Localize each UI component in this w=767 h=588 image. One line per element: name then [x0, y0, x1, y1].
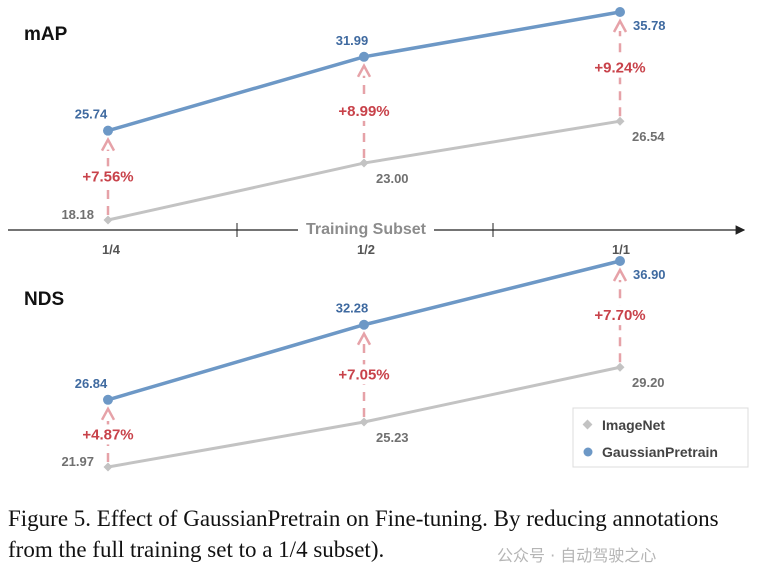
improvement-label-background [73, 424, 143, 445]
gaussianpretrain-value-label: 35.78 [633, 18, 666, 33]
gaussianpretrain-value-label: 31.99 [336, 33, 369, 48]
gaussianpretrain-point [615, 7, 625, 17]
improvement-label: +7.56% [82, 168, 133, 185]
imagenet-value-label: 18.18 [61, 207, 94, 222]
x-axis-label: Training Subset [306, 221, 427, 238]
imagenet-point [359, 158, 369, 168]
improvement-label: +9.24% [594, 60, 645, 77]
improvement-label: +8.99% [338, 103, 389, 120]
imagenet-point [615, 116, 625, 126]
panel-title-map: mAP [24, 24, 68, 45]
improvement-label: +4.87% [82, 426, 133, 443]
improvement-label-background [73, 166, 143, 187]
gaussianpretrain-point [359, 51, 369, 62]
gaussianpretrain-point [103, 394, 113, 405]
imagenet-value-label: 23.00 [376, 171, 409, 186]
improvement-label-background [329, 100, 399, 121]
imagenet-point [615, 362, 625, 372]
panel-title-nds: NDS [24, 289, 64, 310]
improvement-arrow-head [356, 331, 372, 346]
gaussianpretrain-value-label: 36.90 [633, 267, 666, 282]
legend-imagenet-label: ImageNet [602, 417, 665, 433]
x-tick-label: 1/1 [612, 242, 630, 257]
legend-gaussianpretrain-label: GaussianPretrain [602, 444, 718, 460]
legend-imagenet-marker [582, 419, 593, 430]
x-tick-label: 1/2 [357, 242, 375, 257]
improvement-label-background [585, 305, 655, 326]
gaussianpretrain-value-label: 26.84 [75, 376, 108, 391]
imagenet-point [103, 462, 113, 472]
comparison-chart: Training Subset 1/4 1/2 1/1 mAP NDS Imag… [8, 7, 749, 472]
gaussianpretrain-point [359, 319, 369, 330]
imagenet-point [359, 417, 369, 427]
imagenet-value-label: 21.97 [61, 454, 94, 469]
watermark: 公众号 · 自动驾驶之心 [493, 542, 661, 566]
gaussianpretrain-point [615, 256, 625, 266]
legend-box [572, 407, 749, 468]
imagenet-value-label: 25.23 [376, 430, 409, 445]
legend-gaussianpretrain-marker [583, 447, 593, 457]
gaussianpretrain-value-label: 32.28 [336, 301, 369, 316]
improvement-label: +7.70% [594, 307, 645, 324]
improvement-arrow-head [100, 406, 116, 421]
improvement-label-background [329, 364, 399, 385]
axis-label-background [298, 218, 434, 242]
improvement-arrow-head [100, 137, 116, 152]
figure-caption: Figure 5. Effect of GaussianPretrain on … [8, 506, 719, 562]
improvement-arrow-head [612, 18, 628, 33]
improvement-arrow-head [612, 267, 628, 282]
improvement-label: +7.05% [338, 366, 389, 383]
legend: ImageNet GaussianPretrain [572, 407, 749, 468]
imagenet-point [103, 215, 113, 225]
x-axis: Training Subset 1/4 1/2 1/1 [8, 218, 746, 257]
improvement-arrow-head [356, 63, 372, 78]
improvement-label-background [585, 57, 655, 78]
imagenet-value-label: 26.54 [632, 129, 665, 144]
gaussianpretrain-value-label: 25.74 [75, 107, 108, 122]
imagenet-value-label: 29.20 [632, 375, 665, 390]
gaussianpretrain-point [103, 125, 113, 136]
x-tick-label: 1/4 [102, 242, 121, 257]
